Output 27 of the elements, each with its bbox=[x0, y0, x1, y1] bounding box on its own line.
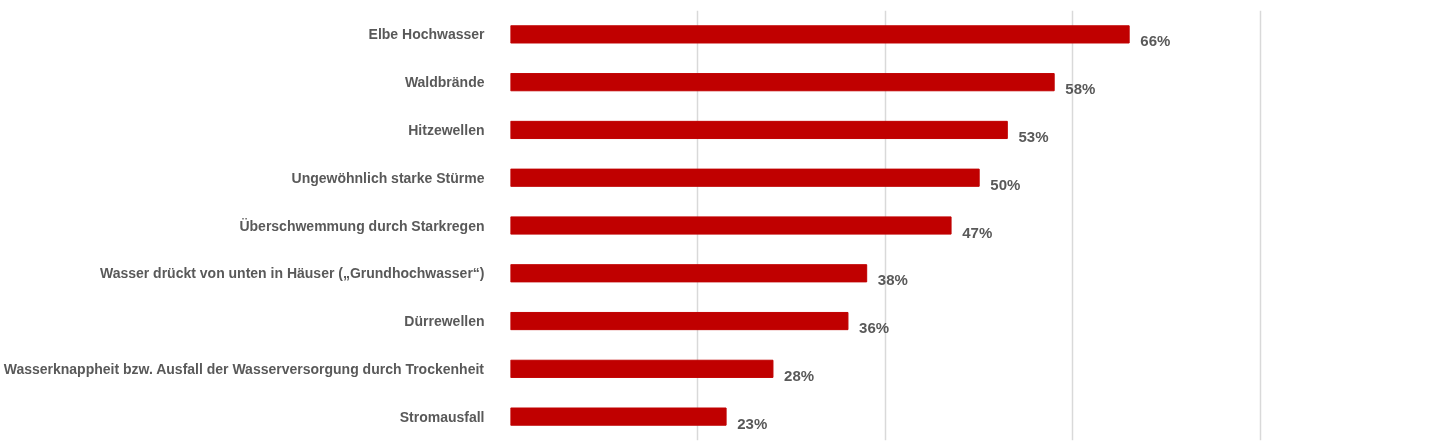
y-tick-label: Wasserknappheit bzw. Ausfall der Wasserversorgung durch Trockenheit bbox=[3, 360, 485, 377]
y-tick-label: Dürrewellen bbox=[404, 313, 485, 330]
y-tick-label: Hitzewellen bbox=[408, 121, 485, 138]
data-label: 50% bbox=[990, 175, 1021, 193]
bar bbox=[510, 216, 952, 235]
data-label: 28% bbox=[784, 366, 815, 384]
y-tick-label: Elbe Hochwasser bbox=[368, 26, 486, 43]
bar bbox=[510, 264, 868, 283]
data-label: 36% bbox=[859, 319, 890, 337]
bar bbox=[510, 407, 727, 426]
bar bbox=[510, 359, 774, 378]
bar bbox=[510, 73, 1055, 92]
data-label: 47% bbox=[962, 223, 993, 241]
bar bbox=[510, 120, 1008, 140]
y-tick-label: Wasser drückt von unten in Häuser („Grundhochwasser“) bbox=[99, 265, 485, 282]
y-tick-label: Ungewöhnlich starke Stürme bbox=[291, 169, 485, 186]
bar bbox=[510, 168, 980, 187]
y-tick-label: Waldbrände bbox=[404, 74, 485, 91]
data-label: 53% bbox=[1018, 127, 1049, 145]
bar bbox=[510, 311, 849, 331]
data-label: 38% bbox=[877, 271, 908, 289]
y-tick-label: Überschwemmung durch Starkregen bbox=[239, 217, 485, 234]
y-tick-label: Stromausfall bbox=[399, 408, 485, 425]
data-label: 58% bbox=[1065, 80, 1096, 98]
bar bbox=[510, 25, 1130, 44]
data-label: 23% bbox=[737, 414, 768, 432]
data-label: 66% bbox=[1140, 32, 1171, 50]
